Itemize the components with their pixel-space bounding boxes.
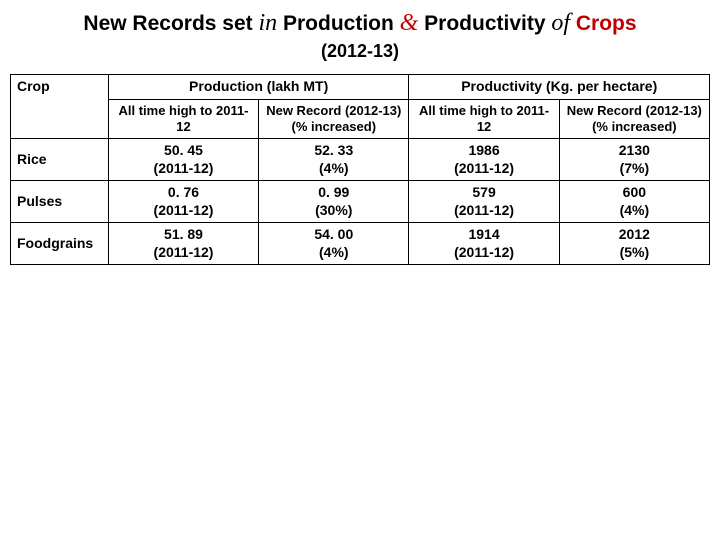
- col-production: Production (lakh MT): [108, 75, 409, 100]
- crop-name: Rice: [11, 139, 109, 181]
- cell-prod-new: 54. 00(4%): [259, 223, 409, 265]
- cell-productivity-new: 2012(5%): [559, 223, 709, 265]
- col-prod-ath: All time high to 2011-12: [108, 99, 258, 139]
- title-of: of: [551, 10, 570, 36]
- cell-productivity-ath: 1986(2011-12): [409, 139, 559, 181]
- table-header-row-2: All time high to 2011-12 New Record (201…: [11, 99, 710, 139]
- col-productivity-new: New Record (2012-13) (% increased): [559, 99, 709, 139]
- cell-prod-new: 0. 99(30%): [259, 181, 409, 223]
- title-part1: New Records set: [83, 12, 258, 35]
- page-title: New Records set in Production & Producti…: [10, 10, 710, 37]
- table-row: Rice 50. 45(2011-12) 52. 33(4%) 1986(201…: [11, 139, 710, 181]
- title-in: in: [259, 10, 278, 36]
- records-table: Crop Production (lakh MT) Productivity (…: [10, 74, 710, 265]
- cell-prod-ath: 51. 89(2011-12): [108, 223, 258, 265]
- title-crops: Crops: [570, 12, 637, 35]
- col-productivity-ath: All time high to 2011-12: [409, 99, 559, 139]
- col-prod-new: New Record (2012-13) (% increased): [259, 99, 409, 139]
- cell-productivity-ath: 579(2011-12): [409, 181, 559, 223]
- table-row: Pulses 0. 76(2011-12) 0. 99(30%) 579(201…: [11, 181, 710, 223]
- title-part3: Production: [277, 12, 400, 35]
- page-subtitle: (2012-13): [10, 41, 710, 62]
- table-row: Foodgrains 51. 89(2011-12) 54. 00(4%) 19…: [11, 223, 710, 265]
- cell-productivity-new: 600(4%): [559, 181, 709, 223]
- cell-prod-ath: 50. 45(2011-12): [108, 139, 258, 181]
- title-part5: Productivity: [418, 12, 551, 35]
- cell-prod-ath: 0. 76(2011-12): [108, 181, 258, 223]
- cell-productivity-new: 2130(7%): [559, 139, 709, 181]
- cell-productivity-ath: 1914(2011-12): [409, 223, 559, 265]
- col-productivity: Productivity (Kg. per hectare): [409, 75, 710, 100]
- title-amp: &: [400, 10, 419, 36]
- crop-name: Foodgrains: [11, 223, 109, 265]
- table-header-row-1: Crop Production (lakh MT) Productivity (…: [11, 75, 710, 100]
- cell-prod-new: 52. 33(4%): [259, 139, 409, 181]
- col-crop: Crop: [11, 75, 109, 139]
- crop-name: Pulses: [11, 181, 109, 223]
